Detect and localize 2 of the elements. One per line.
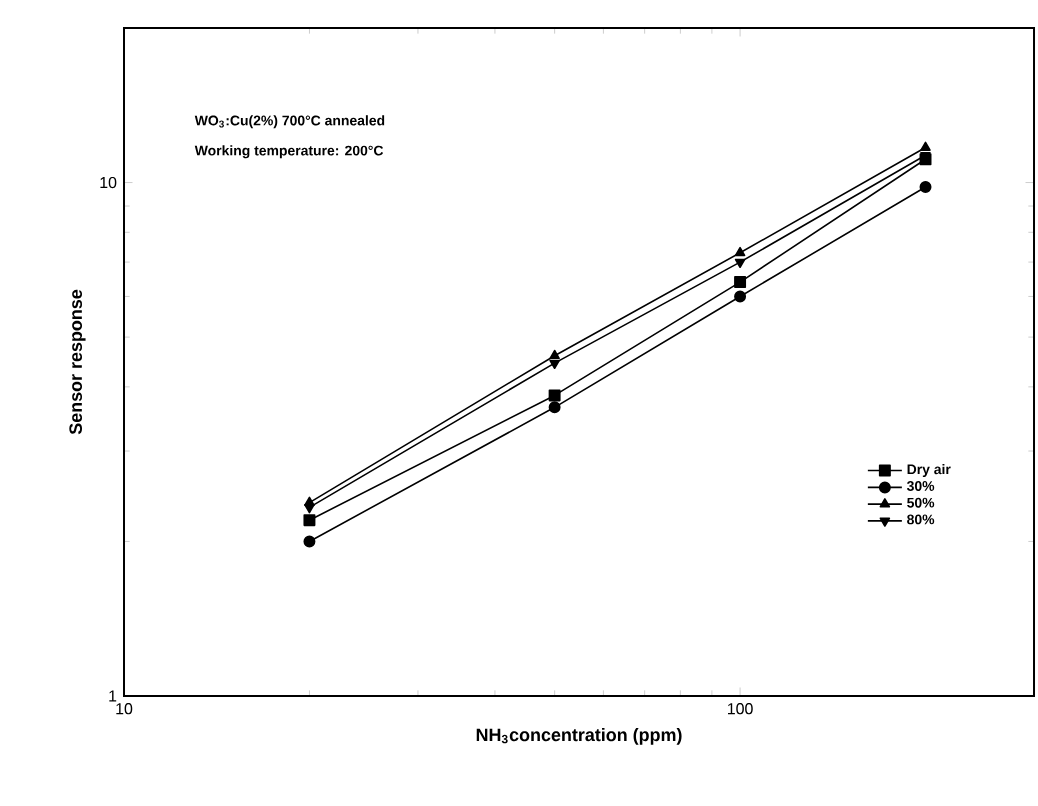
x-axis-title: NH$_{3}$concentration (ppm): [476, 728, 682, 745]
y-axis-title: Sensor response: [69, 289, 86, 435]
